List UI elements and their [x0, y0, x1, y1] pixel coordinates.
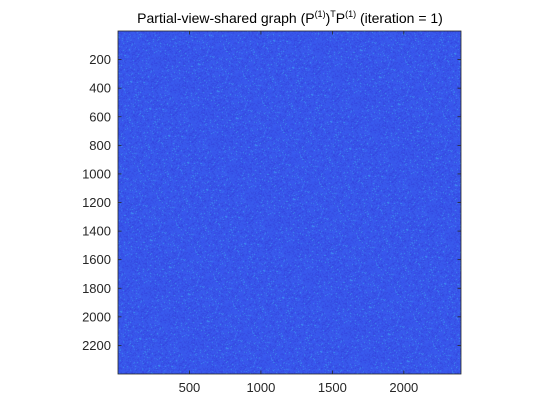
y-tick-label: 1400 — [82, 224, 111, 239]
title-prefix: Partial-view-shared graph (P — [137, 10, 314, 26]
y-tick-label: 1000 — [82, 166, 111, 181]
y-tick-label: 200 — [89, 52, 111, 67]
y-tick-label: 2000 — [82, 309, 111, 324]
y-tick-label: 400 — [89, 81, 111, 96]
y-tick-label: 600 — [89, 109, 111, 124]
y-tick-label: 1200 — [82, 195, 111, 210]
y-tick-label: 2200 — [82, 338, 111, 353]
title-sup-3: (1) — [345, 9, 356, 19]
y-tick-label: 800 — [89, 138, 111, 153]
title-mid-1: ) — [326, 10, 331, 26]
y-tick-label: 1600 — [82, 252, 111, 267]
heatmap-canvas — [118, 31, 461, 374]
title-sup-1: (1) — [315, 9, 326, 19]
title-suffix: (iteration = 1) — [356, 10, 443, 26]
x-tick-label: 500 — [179, 380, 201, 395]
x-tick-label: 1000 — [246, 380, 275, 395]
axes: 500 1000 1500 2000 200 400 600 800 1000 1200 1400 1… — [82, 30, 462, 395]
title-sup-2: T — [330, 9, 336, 19]
chart-title: Partial-view-shared graph (P(1))TP(1) (i… — [137, 9, 443, 26]
x-tick-label: 1500 — [318, 380, 347, 395]
x-tick-label: 2000 — [389, 380, 418, 395]
heatmap-area — [118, 31, 461, 374]
y-tick-label: 1800 — [82, 281, 111, 296]
title-mid-2: P — [336, 10, 345, 26]
